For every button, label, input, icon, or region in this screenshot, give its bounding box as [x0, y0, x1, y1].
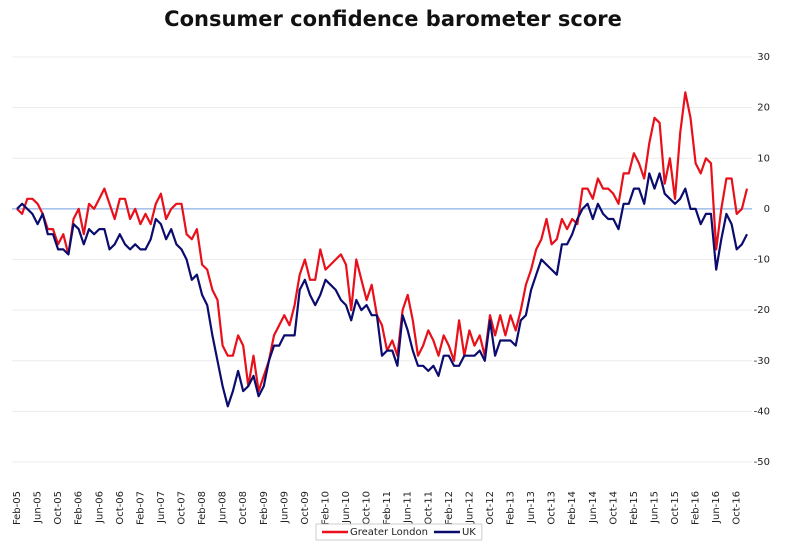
x-tick-label: Oct-09 — [300, 491, 311, 525]
y-tick-label: 0 — [764, 204, 770, 215]
x-tick-label: Feb-08 — [197, 491, 208, 525]
legend: Greater London UK — [315, 523, 483, 541]
x-tick-label: Feb-06 — [74, 491, 85, 525]
y-tick-label: 30 — [757, 52, 770, 63]
x-tick-label: Oct-15 — [670, 491, 681, 525]
x-tick-label: Feb-16 — [691, 491, 702, 525]
chart-title: Consumer confidence barometer score — [164, 7, 622, 31]
legend-box — [315, 523, 483, 541]
x-tick-label: Oct-11 — [423, 491, 434, 525]
y-tick-label: 20 — [757, 103, 770, 114]
x-tick-label: Jun-07 — [156, 491, 167, 524]
x-tick-label: Feb-07 — [135, 491, 146, 525]
y-tick-label: -10 — [754, 255, 770, 266]
x-tick-label: Jun-15 — [649, 491, 660, 524]
x-tick-label: Jun-10 — [341, 491, 352, 524]
x-tick-label: Jun-08 — [218, 491, 229, 524]
x-tick-label: Feb-05 — [12, 491, 23, 525]
x-tick-label: Feb-11 — [382, 491, 393, 525]
x-tick-label: Jun-09 — [279, 491, 290, 524]
x-tick-label: Oct-10 — [362, 491, 373, 525]
x-tick-label: Feb-15 — [629, 491, 640, 525]
x-tick-label: Oct-13 — [547, 491, 558, 525]
x-tick-label: Feb-14 — [567, 491, 578, 525]
y-tick-label: -50 — [754, 457, 770, 468]
x-tick-label: Jun-14 — [588, 491, 599, 524]
x-tick-label: Feb-12 — [444, 491, 455, 525]
x-tick-label: Jun-05 — [33, 491, 44, 524]
x-tick-label: Jun-12 — [464, 491, 475, 524]
x-tick-label: Oct-16 — [732, 491, 743, 525]
x-tick-label: Oct-06 — [115, 491, 126, 525]
legend-label: Greater London — [350, 527, 428, 538]
y-tick-label: 10 — [757, 153, 770, 164]
x-tick-label: Jun-16 — [711, 491, 722, 524]
x-tick-label: Oct-05 — [53, 491, 64, 525]
x-tick-label: Jun-13 — [526, 491, 537, 524]
x-tick-label: Feb-10 — [320, 491, 331, 525]
line-series — [16, 91, 749, 393]
y-tick-label: -30 — [754, 356, 770, 367]
y-tick-label: -40 — [754, 406, 770, 417]
x-tick-label: Oct-12 — [485, 491, 496, 525]
legend-label: UK — [462, 527, 476, 538]
x-tick-label: Feb-13 — [506, 491, 517, 525]
x-tick-label: Feb-09 — [259, 491, 270, 525]
x-tick-label: Jun-11 — [403, 491, 414, 524]
y-tick-label: -20 — [754, 305, 770, 316]
x-tick-label: Oct-08 — [238, 491, 249, 525]
x-tick-label: Oct-07 — [177, 491, 188, 525]
x-tick-label: Jun-06 — [94, 491, 105, 524]
x-tick-label: Oct-14 — [608, 491, 619, 525]
line-series — [16, 172, 748, 408]
